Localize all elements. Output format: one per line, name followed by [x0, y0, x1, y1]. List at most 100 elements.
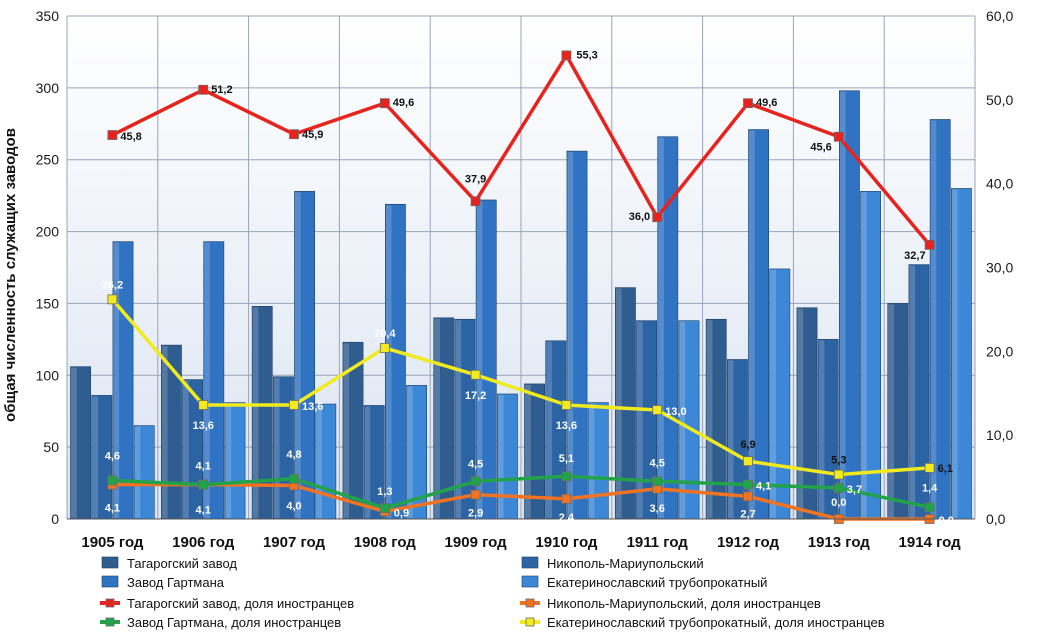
data-label-1-1: 45,8	[120, 131, 141, 143]
bar-highlight	[252, 307, 259, 518]
data-labels: 45,8 51,2 45,9 49,6 37,9 55,3 36,0 49,6 45,6 32,7…	[102, 49, 954, 527]
marker-4-8	[743, 456, 753, 467]
data-label-1-5: 37,9	[465, 173, 486, 185]
legend: Тагарогский завод Никополь-Мариупольский З…	[100, 556, 885, 630]
marker-1-6	[561, 50, 572, 61]
bar-highlight	[546, 341, 552, 518]
bar-highlight	[567, 152, 574, 518]
y-right-tick-label: 10,0	[986, 427, 1013, 443]
legend-swatch-bar	[101, 556, 119, 569]
marker-4-9	[833, 469, 844, 480]
marker-3-10	[924, 502, 935, 513]
line-series-4	[111, 298, 930, 477]
line-series-2	[112, 482, 930, 521]
marker-3-8	[743, 479, 753, 490]
marker-4-3	[289, 400, 299, 410]
y-left-tick-label: 250	[36, 152, 60, 168]
legend-label: Завод Гартмана	[127, 575, 225, 590]
x-category-label: 1912 год	[717, 534, 780, 551]
marker-3-5	[470, 476, 481, 487]
marker-1-1	[107, 130, 118, 140]
marker-1-4	[379, 98, 390, 109]
legend-swatch-marker	[525, 617, 535, 627]
y-right-tick-label: 40,0	[986, 176, 1013, 192]
marker-3-1	[107, 475, 118, 486]
bar-highlight	[497, 394, 504, 518]
data-label-3-3: 4,8	[286, 449, 301, 461]
legend-swatch-marker	[105, 617, 115, 627]
marker-1-10	[924, 239, 935, 250]
y-left-tick-label: 350	[36, 8, 60, 24]
data-label-4-3: 13,6	[302, 401, 323, 413]
data-label-3-5: 4,5	[468, 458, 483, 470]
data-label-1-8: 49,6	[756, 97, 777, 109]
x-category-label: 1911 год	[627, 534, 689, 551]
legend-label: Екатеринославский трубопрокатный	[547, 575, 767, 590]
data-label-3-7: 4,5	[650, 457, 665, 469]
bar-highlight	[588, 403, 595, 518]
marker-3-6	[561, 471, 572, 482]
bar-highlight	[455, 320, 462, 518]
line-series-3	[112, 474, 930, 510]
marker-4-1	[107, 294, 118, 305]
marker-3-4	[379, 503, 390, 514]
y-left-tick-label: 300	[36, 80, 60, 96]
marker-2-5	[470, 489, 481, 500]
bar-highlight	[476, 200, 483, 518]
legend-swatch-bar	[101, 575, 119, 588]
legend-label: Никополь-Мариупольский, доля иностранцев	[547, 596, 821, 611]
data-label-4-8: 6,9	[740, 439, 755, 451]
data-label-4-1: 26,2	[102, 279, 123, 291]
bar-highlight	[71, 367, 77, 518]
data-label-4-7: 13,0	[665, 406, 686, 418]
x-category-label: 1906 год	[172, 534, 235, 551]
bar-highlight	[295, 192, 301, 518]
y-right-tick-label: 50,0	[986, 92, 1013, 108]
bar-highlight	[225, 403, 232, 518]
data-label-2-5: 2,9	[468, 508, 483, 520]
marker-3-2	[198, 479, 209, 490]
bar-highlight	[161, 346, 168, 518]
data-label-1-2: 51,2	[211, 84, 232, 96]
data-label-2-2: 4,1	[196, 505, 211, 517]
x-category-label: 1914 год	[899, 534, 962, 551]
data-label-2-3: 4,0	[286, 500, 301, 512]
data-label-3-9: 3,7	[847, 484, 862, 496]
bar-highlight	[343, 343, 350, 518]
data-label-4-9: 5,3	[831, 455, 846, 467]
data-label-4-6: 13,6	[556, 420, 577, 432]
bar-highlight	[679, 321, 686, 518]
data-label-2-9: 0,0	[831, 497, 846, 509]
data-label-2-4: 0,9	[394, 507, 409, 519]
marker-4-10	[924, 462, 935, 473]
data-label-2-7: 3,6	[650, 503, 665, 515]
x-category-label: 1907 год	[263, 534, 326, 551]
bar-highlight	[818, 340, 825, 518]
bar-highlight	[770, 269, 776, 518]
bar-highlight	[930, 120, 937, 518]
data-label-3-8: 4,1	[756, 481, 771, 493]
data-label-1-9: 45,6	[810, 142, 831, 154]
bar-highlight	[706, 320, 713, 518]
bar-highlight	[615, 288, 622, 518]
bar-highlight	[749, 130, 755, 518]
data-label-3-10: 1,4	[922, 482, 938, 494]
marker-1-8	[743, 98, 753, 109]
bar-highlight	[861, 192, 867, 518]
bar-highlight	[637, 321, 643, 518]
data-label-3-6: 5,1	[559, 453, 574, 465]
x-category-label: 1908 год	[354, 534, 417, 551]
data-label-2-6: 2,4	[559, 512, 575, 524]
marker-2-8	[743, 491, 753, 502]
y-left-tick-label: 200	[36, 224, 60, 240]
marker-1-2	[198, 84, 209, 95]
legend-swatch-bar	[521, 556, 539, 569]
y-right-tick-label: 60,0	[986, 8, 1013, 24]
y-left-tick-label: 150	[36, 295, 60, 311]
bar-highlight	[888, 304, 894, 518]
marker-4-6	[561, 400, 572, 410]
marker-3-3	[289, 473, 299, 484]
legend-label: Тагарогский завод, доля иностранцев	[127, 596, 354, 611]
x-category-label: 1905 год	[81, 534, 144, 551]
legend-swatch-bar	[521, 575, 539, 588]
